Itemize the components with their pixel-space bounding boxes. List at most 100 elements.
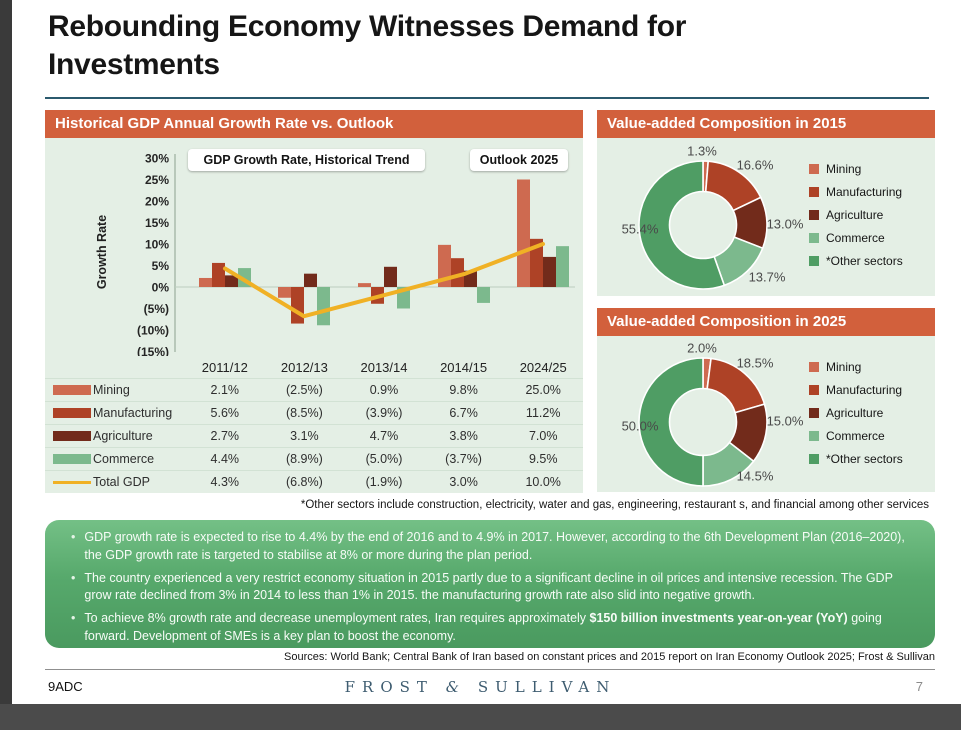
donut-label: 14.5% bbox=[736, 468, 774, 484]
donut-legend-2025: Mining Manufacturing Agriculture Commerce *O… bbox=[809, 360, 903, 475]
year-column-header: 2013/14 bbox=[360, 359, 408, 375]
insight-bullet: • GDP growth rate is expected to rise to… bbox=[71, 529, 921, 565]
donut-label: 55.4% bbox=[621, 221, 659, 237]
gdp-data-table: 2011/12 2012/13 2013/14 2014/15 2024/25 Minin… bbox=[45, 356, 583, 493]
gdp-panel-body: 30% 25% 20% 15% 10% 5% 0% (5%) (10%) (15%) Growth… bbox=[45, 138, 583, 493]
gdp-chart-area: 30% 25% 20% 15% 10% 5% 0% (5%) (10%) (15%) Growth… bbox=[45, 138, 583, 359]
series-swatch bbox=[53, 408, 91, 418]
donut-label: 13.7% bbox=[748, 269, 786, 285]
svg-text:15%: 15% bbox=[145, 216, 169, 230]
legend-swatch bbox=[809, 430, 819, 441]
legend-swatch bbox=[809, 384, 819, 395]
donut-label: 50.0% bbox=[621, 418, 659, 434]
table-value-cell: 2.1% bbox=[210, 383, 240, 397]
donut-slice--other-sectors bbox=[638, 357, 704, 487]
insight-bullet: • To achieve 8% growth rate and decrease… bbox=[71, 610, 921, 646]
series-swatch bbox=[53, 480, 91, 484]
series-swatch bbox=[53, 454, 91, 464]
donut-svg bbox=[638, 160, 768, 290]
table-header-row: 2011/12 2012/13 2013/14 2014/15 2024/25 bbox=[45, 356, 583, 379]
composition-2015-panel: Value-added Composition in 2015 1.3% 16.… bbox=[597, 110, 935, 296]
page-number: 7 bbox=[915, 679, 923, 694]
insight-bullet: • The country experienced a very restric… bbox=[71, 570, 921, 606]
table-value-cell: (1.9%) bbox=[365, 475, 403, 489]
table-row: Agriculture 2.7% 3.1% 4.7% 3.8% 7.0% bbox=[45, 424, 583, 448]
legend-swatch bbox=[809, 186, 819, 197]
legend-swatch bbox=[809, 232, 819, 243]
table-value-cell: (3.7%) bbox=[445, 452, 482, 466]
gdp-panel-header: Historical GDP Annual Growth Rate vs. Ou… bbox=[45, 110, 583, 138]
table-value-cell: (2.5%) bbox=[285, 383, 323, 397]
year-column-header: 2024/25 bbox=[519, 359, 567, 375]
legend-swatch bbox=[809, 209, 819, 220]
table-value-cell: 10.0% bbox=[525, 475, 561, 489]
series-label: Manufacturing bbox=[93, 406, 173, 420]
table-value-cell: 6.7% bbox=[449, 406, 478, 420]
table-value-cell: (8.5%) bbox=[285, 406, 323, 420]
donut-label: 18.5% bbox=[736, 355, 774, 371]
chart-label-historical: GDP Growth Rate, Historical Trend bbox=[188, 149, 425, 171]
table-row: Commerce 4.4% (8.9%) (5.0%) (3.7%) 9.5% bbox=[45, 447, 583, 471]
legend-item: *Other sectors bbox=[809, 451, 903, 466]
donut-chart-2015 bbox=[597, 138, 809, 301]
legend-item: Manufacturing bbox=[809, 185, 903, 199]
donut-label: 13.0% bbox=[766, 216, 804, 232]
legend-item: Mining bbox=[809, 161, 903, 176]
donut-svg bbox=[638, 357, 768, 487]
series-label: Commerce bbox=[93, 452, 155, 466]
svg-text:25%: 25% bbox=[145, 173, 169, 187]
gdp-growth-panel: Historical GDP Annual Growth Rate vs. Ou… bbox=[45, 110, 583, 493]
bullet-icon: • bbox=[71, 611, 76, 625]
table-value-cell: 7.0% bbox=[528, 429, 558, 443]
table-value-cell: 3.0% bbox=[449, 475, 478, 489]
table-row: Manufacturing 5.6% (8.5%) (3.9%) 6.7% 11.2% bbox=[45, 401, 583, 425]
bar-series-commerce bbox=[238, 246, 569, 326]
insight-bullet-list: • GDP growth rate is expected to rise to… bbox=[45, 520, 935, 646]
title-divider bbox=[45, 97, 929, 99]
table-value-cell: 4.3% bbox=[210, 475, 240, 489]
composition-2025-header: Value-added Composition in 2025 bbox=[597, 308, 935, 336]
legend-label: Agriculture bbox=[826, 207, 884, 222]
legend-swatch bbox=[809, 255, 819, 266]
legend-swatch bbox=[809, 453, 819, 464]
bullet-icon: • bbox=[71, 530, 76, 544]
svg-text:10%: 10% bbox=[145, 238, 169, 252]
insight-text: The country experienced a very restrict … bbox=[84, 570, 893, 603]
legend-label: Mining bbox=[826, 161, 862, 176]
table-value-cell: 2.7% bbox=[210, 429, 240, 443]
legend-swatch bbox=[809, 163, 819, 174]
series-swatch bbox=[53, 431, 91, 441]
table-value-cell: 4.7% bbox=[369, 429, 399, 443]
table-value-cell: 3.8% bbox=[449, 429, 478, 443]
chart-label-outlook: Outlook 2025 bbox=[470, 149, 568, 171]
table-value-cell: 11.2% bbox=[525, 406, 561, 420]
legend-item: Commerce bbox=[809, 231, 903, 245]
table-value-cell: (8.9%) bbox=[285, 452, 323, 466]
legend-label: Agriculture bbox=[826, 405, 884, 420]
bar-series-manufacturing bbox=[212, 238, 543, 324]
series-label: Total GDP bbox=[93, 475, 150, 489]
legend-label: Mining bbox=[826, 359, 862, 374]
bullet-icon: • bbox=[71, 570, 76, 585]
table-value-cell: (6.8%) bbox=[285, 475, 323, 489]
svg-text:30%: 30% bbox=[145, 152, 169, 166]
composition-2025-body: 2.0% 18.5% 15.0% 14.5% 50.0% Mining Manuf… bbox=[597, 336, 935, 492]
legend-label: Manufacturing bbox=[826, 382, 903, 397]
window-left-edge bbox=[0, 0, 12, 730]
donut-label: 15.0% bbox=[766, 413, 804, 429]
ampersand-glyph: & bbox=[445, 678, 467, 696]
table-row: Total GDP 4.3% (6.8%) (1.9%) 3.0% 10.0% bbox=[45, 470, 583, 494]
legend-swatch bbox=[809, 407, 819, 418]
legend-label: *Other sectors bbox=[826, 451, 903, 466]
key-insights-box: • GDP growth rate is expected to rise to… bbox=[45, 520, 935, 648]
table-value-cell: (5.0%) bbox=[365, 452, 403, 466]
svg-text:(15%): (15%) bbox=[137, 345, 169, 356]
composition-2015-body: 1.3% 16.6% 13.0% 13.7% 55.4% Mining Manuf… bbox=[597, 138, 935, 296]
composition-2025-panel: Value-added Composition in 2025 2.0% 18.… bbox=[597, 308, 935, 492]
year-column-header: 2011/12 bbox=[201, 359, 248, 375]
legend-label: Commerce bbox=[826, 428, 885, 443]
donut-legend-2015: Mining Manufacturing Agriculture Commerce *O… bbox=[809, 162, 903, 277]
donut-label: 1.3% bbox=[687, 143, 717, 159]
insight-bold-text: $150 billion investments year-on-year (Y… bbox=[589, 611, 848, 625]
